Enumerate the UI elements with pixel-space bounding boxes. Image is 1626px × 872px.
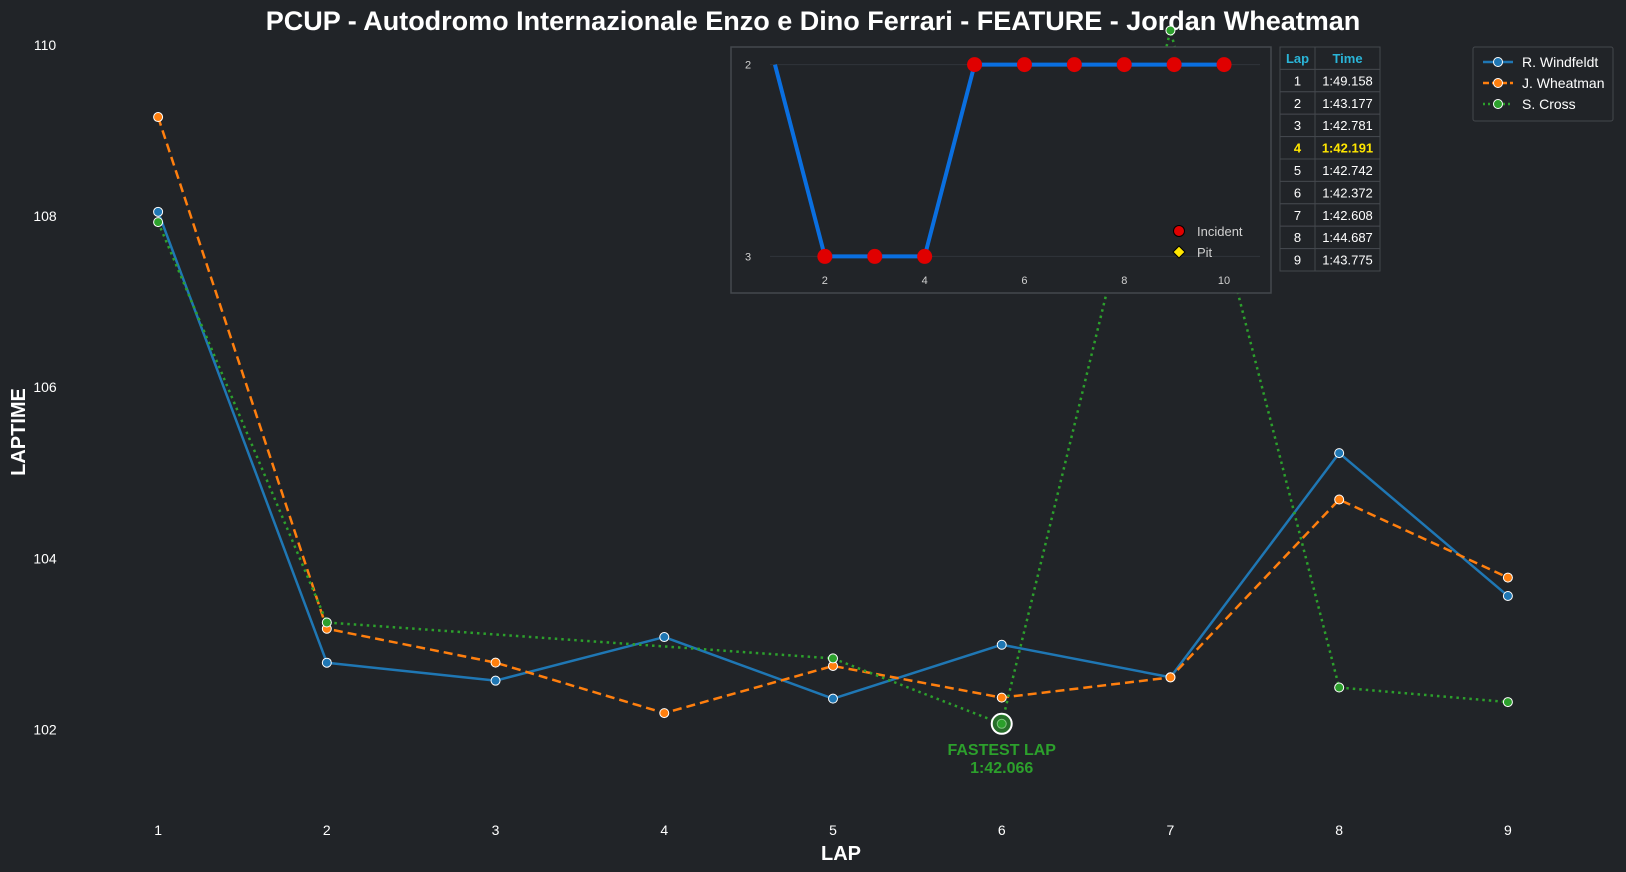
table-header-lap: Lap — [1286, 51, 1309, 66]
series-point — [321, 617, 332, 628]
incident-marker — [1116, 57, 1132, 73]
x-tick-label: 8 — [1335, 822, 1343, 838]
incident-legend-label: Incident — [1197, 224, 1243, 239]
inset-x-tick: 10 — [1218, 275, 1230, 287]
legend-entry: J. Wheatman — [1522, 75, 1604, 91]
y-tick-label: 108 — [33, 208, 57, 224]
incident-marker — [817, 248, 833, 264]
series-point — [659, 632, 670, 643]
table-time-cell: 1:44.687 — [1322, 230, 1373, 245]
series-point — [153, 206, 164, 217]
incident-marker — [867, 248, 883, 264]
x-tick-label: 1 — [154, 822, 162, 838]
series-point — [1334, 448, 1345, 459]
incident-marker — [967, 57, 983, 73]
incident-marker — [1216, 57, 1232, 73]
y-tick-label: 102 — [33, 721, 57, 737]
table-lap-cell: 8 — [1294, 230, 1301, 245]
pit-legend-label: Pit — [1197, 245, 1213, 260]
table-lap-cell: 5 — [1294, 163, 1301, 178]
lap-table: Lap Time 1 1:49.158 2 1:43.177 3 1:42.781 4 1:42.… — [1279, 46, 1381, 272]
series-point — [1165, 25, 1176, 36]
inset-x-tick: 8 — [1121, 275, 1127, 287]
x-tick-label: 2 — [323, 822, 331, 838]
series-point — [490, 657, 501, 668]
series-point — [1502, 572, 1513, 583]
inset-x-tick: 4 — [922, 275, 928, 287]
table-time-cell: 1:42.372 — [1322, 185, 1373, 200]
y-axis-label: LAPTIME — [8, 388, 30, 476]
table-lap-cell: 2 — [1294, 96, 1301, 111]
table-time-cell: 1:42.742 — [1322, 163, 1373, 178]
series-point — [996, 692, 1007, 703]
y-tick-label: 110 — [34, 37, 57, 53]
table-time-cell: 1:42.191 — [1322, 141, 1373, 156]
x-tick-label: 3 — [492, 822, 500, 838]
x-tick-label: 6 — [998, 822, 1006, 838]
series-point — [153, 217, 164, 228]
fastest-lap-label: FASTEST LAP — [947, 742, 1056, 759]
table-lap-cell: 6 — [1294, 185, 1301, 200]
x-tick-label: 4 — [660, 822, 668, 838]
position-inset: 2 3 2 4 6 8 10 Incident Pit — [730, 46, 1272, 294]
incident-marker — [1166, 57, 1182, 73]
table-lap-cell: 3 — [1294, 118, 1301, 133]
x-tick-label: 9 — [1504, 822, 1512, 838]
legend-box — [1472, 46, 1614, 122]
legend-entry: S. Cross — [1522, 96, 1576, 112]
series-point — [1334, 494, 1345, 505]
incident-marker — [1066, 57, 1082, 73]
x-tick-label: 5 — [829, 822, 837, 838]
legend-marker — [1493, 99, 1503, 109]
series-point — [153, 112, 164, 123]
series-point — [828, 653, 838, 664]
pit-legend-marker — [1172, 245, 1186, 259]
table-header-time: Time — [1332, 51, 1362, 66]
incident-legend-marker — [1173, 225, 1185, 237]
table-time-cell: 1:42.608 — [1322, 208, 1373, 223]
table-lap-cell: 7 — [1294, 208, 1301, 223]
fastest-lap-marker — [990, 712, 1013, 735]
inset-y-tick: 3 — [745, 251, 751, 263]
legend-marker — [1493, 78, 1503, 88]
x-tick-label: 7 — [1167, 822, 1175, 838]
y-tick-label: 106 — [33, 379, 57, 395]
series-point — [1165, 672, 1176, 683]
series-point — [1502, 590, 1513, 601]
main-legend: R. Windfeldt J. Wheatman S. Cross — [1472, 46, 1614, 122]
y-tick-label: 104 — [33, 550, 57, 566]
table-lap-cell: 1 — [1294, 73, 1301, 88]
series-point — [828, 693, 838, 704]
fastest-lap-value: 1:42.066 — [970, 760, 1033, 777]
inset-y-tick: 2 — [745, 60, 751, 72]
inset-x-tick: 6 — [1021, 275, 1027, 287]
series-point — [321, 657, 332, 668]
incident-marker — [1016, 57, 1032, 73]
table-time-cell: 1:43.775 — [1322, 253, 1373, 268]
series-point — [1334, 682, 1345, 693]
x-axis-label: LAP — [821, 843, 861, 865]
position-line — [773, 62, 1225, 259]
inset-x-tick: 2 — [822, 275, 828, 287]
table-cell-bg — [1314, 248, 1381, 272]
table-time-cell: 1:42.781 — [1322, 118, 1373, 133]
main-series-lines — [153, 25, 1513, 729]
table-time-cell: 1:49.158 — [1322, 73, 1373, 88]
series-point — [996, 639, 1007, 650]
series-point — [659, 708, 670, 719]
series-point — [490, 675, 501, 686]
incident-marker — [917, 248, 933, 264]
series-point — [1502, 697, 1513, 708]
chart-title: PCUP - Autodromo Internazionale Enzo e D… — [266, 6, 1361, 36]
table-time-cell: 1:43.177 — [1322, 96, 1373, 111]
table-lap-cell: 4 — [1294, 141, 1302, 156]
legend-entry: R. Windfeldt — [1522, 54, 1598, 70]
table-lap-cell: 9 — [1294, 253, 1301, 268]
legend-marker — [1493, 57, 1503, 67]
series-line-1 — [156, 116, 1509, 715]
